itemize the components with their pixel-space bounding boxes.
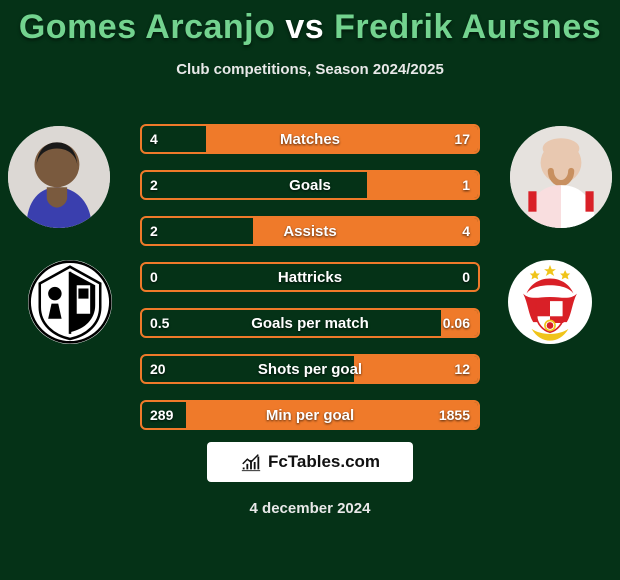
date-label: 4 december 2024	[0, 500, 620, 517]
player2-club-badge	[508, 260, 592, 344]
title-player1: Gomes Arcanjo	[19, 8, 276, 46]
stat-value-right: 17	[454, 126, 470, 152]
stat-label: Min per goal	[142, 402, 478, 428]
stat-label: Goals per match	[142, 310, 478, 336]
player1-club-badge	[28, 260, 112, 344]
stat-row: 0.5Goals per match0.06	[140, 308, 480, 338]
club-crest-icon	[28, 260, 112, 344]
person-icon	[8, 126, 110, 228]
stat-value-right: 0.06	[443, 310, 470, 336]
comparison-card: Gomes Arcanjo vs Fredrik Aursnes Club co…	[0, 0, 620, 580]
stat-label: Goals	[142, 172, 478, 198]
chart-icon	[240, 451, 262, 473]
stat-label: Shots per goal	[142, 356, 478, 382]
page-title: Gomes Arcanjo vs Fredrik Aursnes	[0, 0, 620, 47]
stat-value-right: 1855	[439, 402, 470, 428]
brand-badge: FcTables.com	[207, 442, 413, 482]
stat-row: 0Hattricks0	[140, 262, 480, 292]
stat-value-right: 1	[462, 172, 470, 198]
title-vs: vs	[285, 8, 324, 46]
title-player2: Fredrik Aursnes	[334, 8, 601, 46]
stat-row: 4Matches17	[140, 124, 480, 154]
brand-text: FcTables.com	[268, 452, 380, 472]
stat-value-right: 4	[462, 218, 470, 244]
stat-label: Matches	[142, 126, 478, 152]
stat-row: 20Shots per goal12	[140, 354, 480, 384]
stat-row: 2Assists4	[140, 216, 480, 246]
player2-avatar	[510, 126, 612, 228]
club-crest-icon	[508, 260, 592, 344]
stat-row: 289Min per goal1855	[140, 400, 480, 430]
stat-value-right: 0	[462, 264, 470, 290]
stats-list: 4Matches172Goals12Assists40Hattricks00.5…	[140, 124, 480, 446]
stat-value-right: 12	[454, 356, 470, 382]
subtitle: Club competitions, Season 2024/2025	[0, 61, 620, 78]
player1-avatar	[8, 126, 110, 228]
person-icon	[510, 126, 612, 228]
stat-row: 2Goals1	[140, 170, 480, 200]
stat-label: Hattricks	[142, 264, 478, 290]
stat-label: Assists	[142, 218, 478, 244]
